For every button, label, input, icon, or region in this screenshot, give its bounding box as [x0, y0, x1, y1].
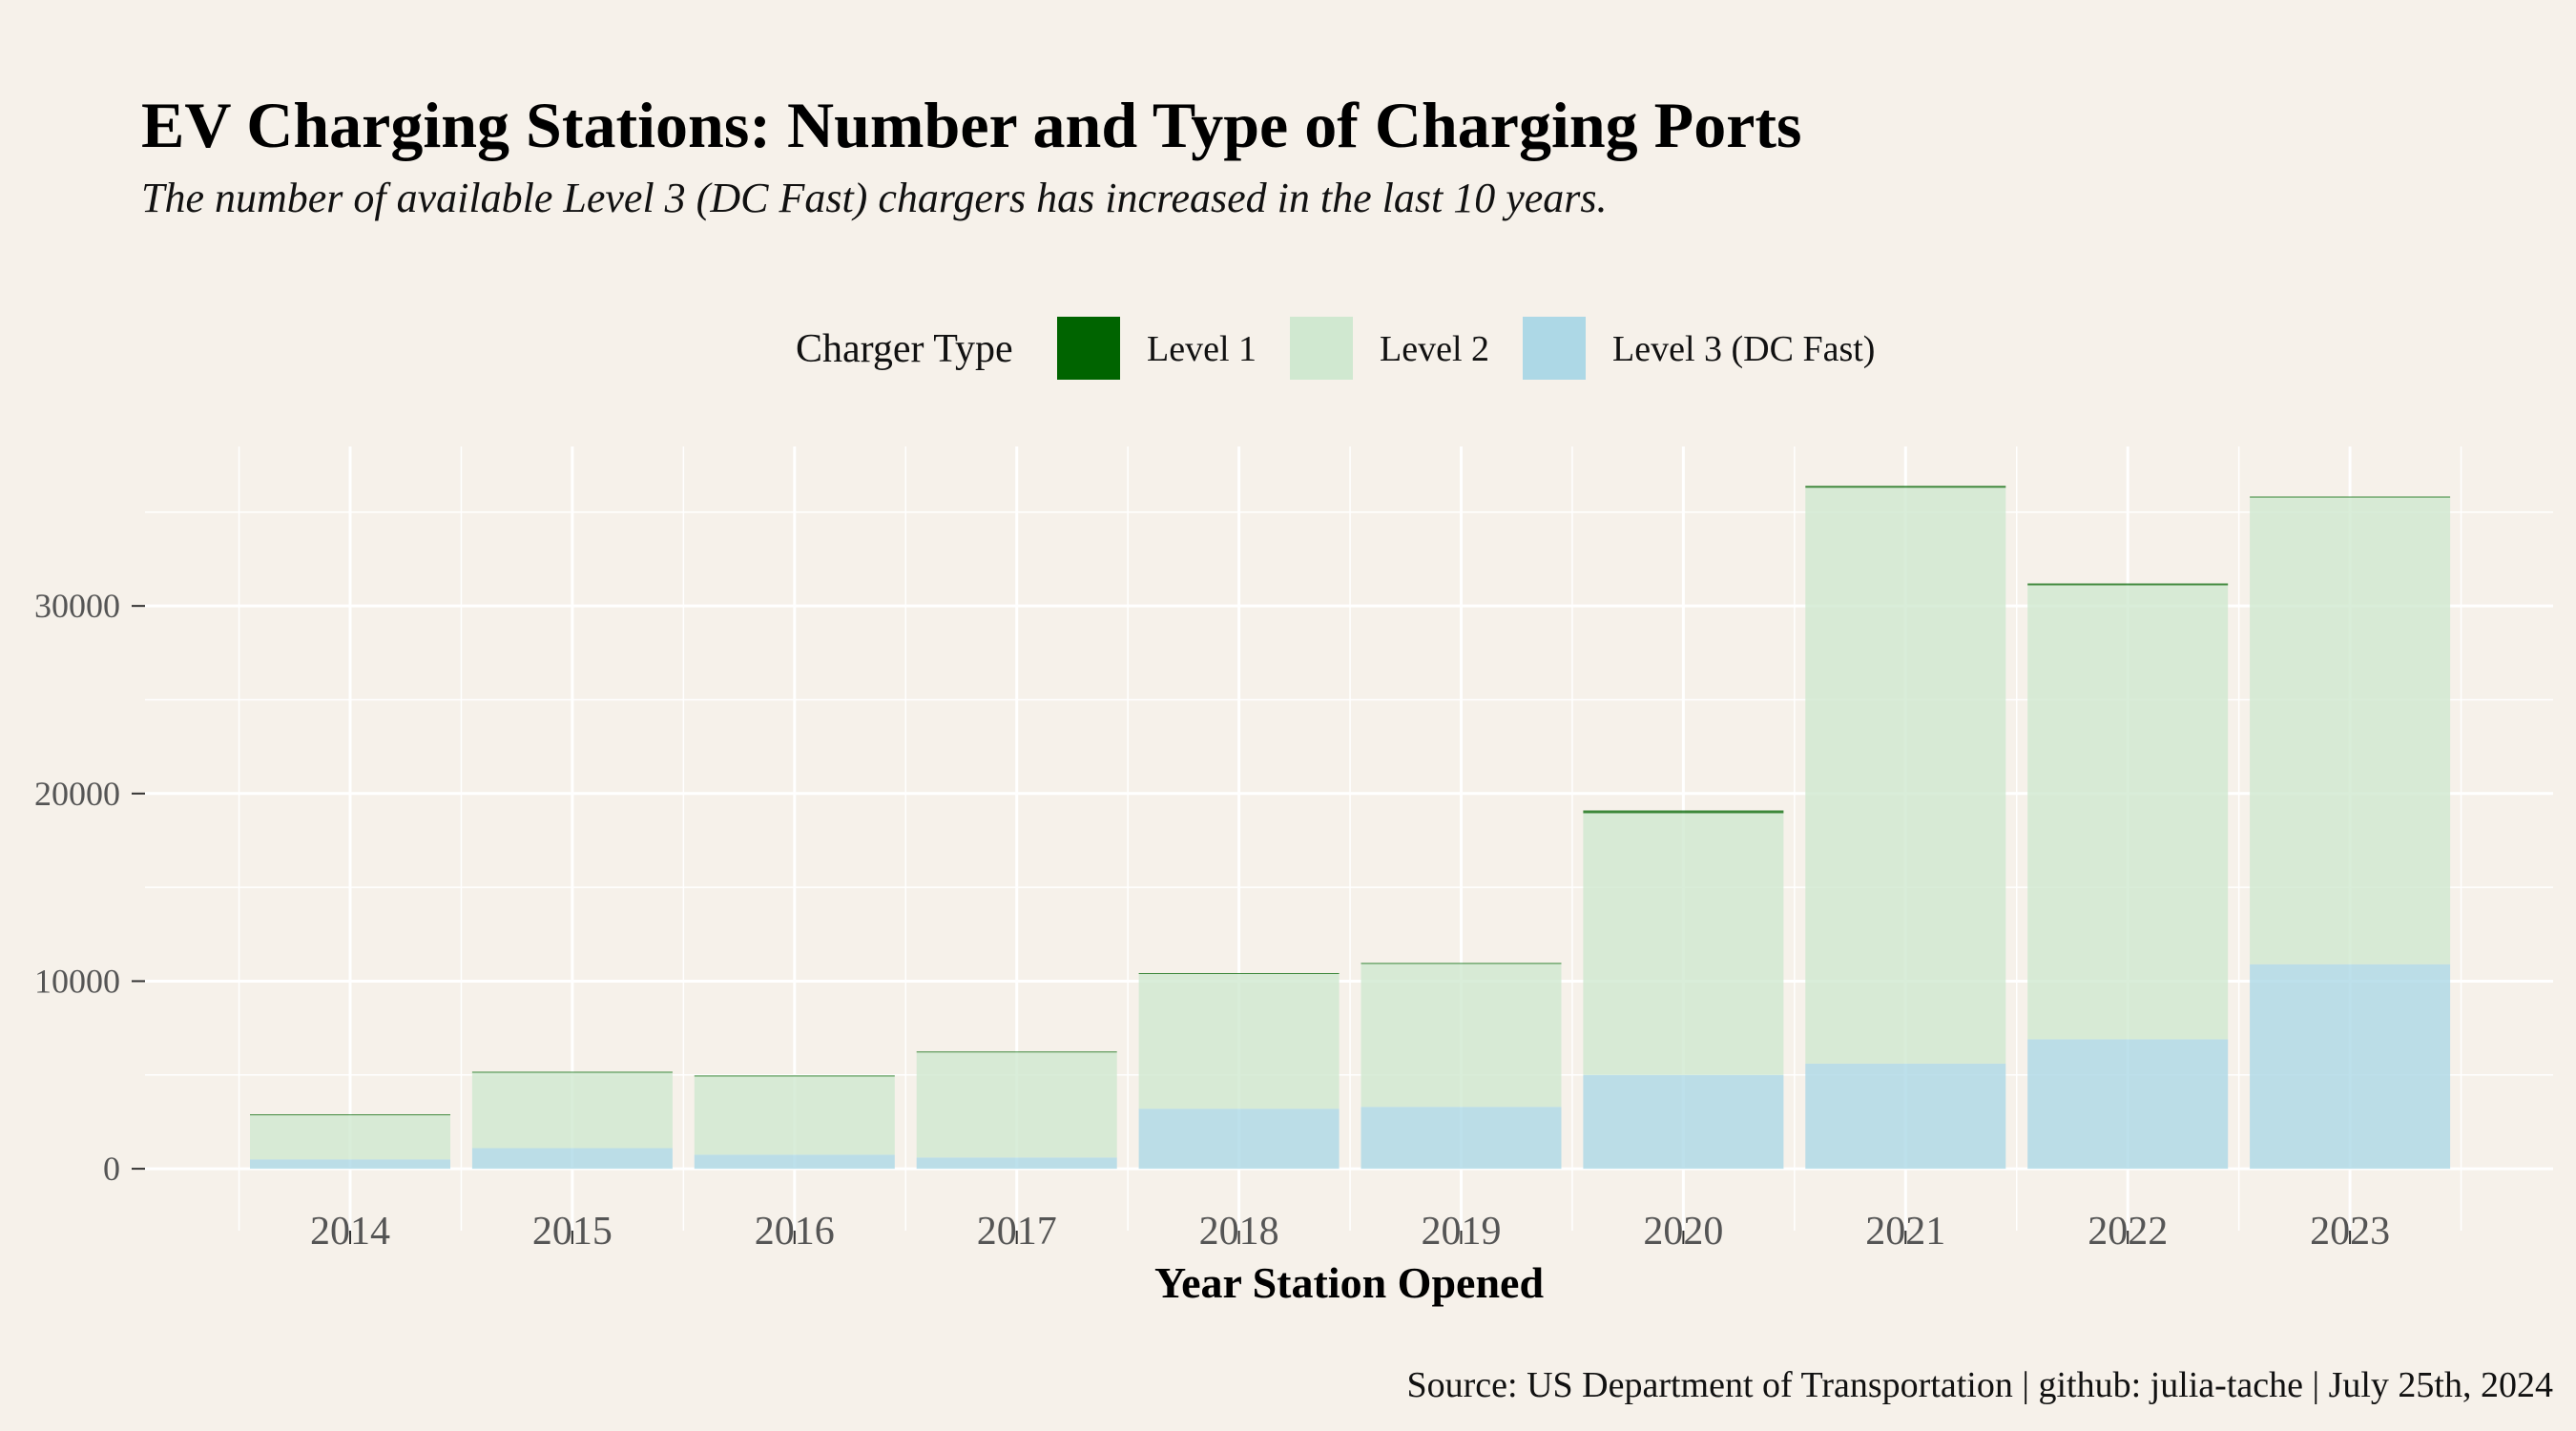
bar-level-2-2014	[250, 1115, 450, 1160]
bar-level-2-2017	[916, 1052, 1117, 1158]
x-axis-title: Year Station Opened	[1154, 1258, 1544, 1307]
chart-subtitle: The number of available Level 3 (DC Fast…	[141, 175, 1608, 221]
bar-level-3-dc-fast-2019	[1361, 1107, 1562, 1170]
x-tick-label: 2017	[977, 1210, 1057, 1254]
bar-level-2-2019	[1361, 963, 1562, 1108]
bar-level-3-dc-fast-2016	[694, 1154, 895, 1170]
bar-level-2-2018	[1138, 973, 1340, 1110]
bar-level-3-dc-fast-2017	[916, 1157, 1117, 1170]
bar-level-1-2022	[2027, 583, 2229, 586]
bar-level-2-2023	[2250, 497, 2451, 964]
legend-swatch-level-3	[1523, 317, 1586, 380]
x-tick-label: 2018	[1199, 1210, 1279, 1254]
legend-swatch-level-2	[1290, 317, 1353, 380]
bar-level-3-dc-fast-2020	[1583, 1074, 1784, 1170]
x-tick-label: 2016	[755, 1210, 835, 1254]
x-tick-label: 2015	[532, 1210, 613, 1254]
bar-level-3-dc-fast-2022	[2027, 1039, 2229, 1170]
x-tick-label: 2019	[1422, 1210, 1502, 1254]
legend-label-level-3: Level 3 (DC Fast)	[1612, 329, 1876, 369]
x-tick-label: 2023	[2310, 1210, 2390, 1254]
bar-level-1-2019	[1361, 963, 1562, 964]
bar-level-2-2016	[694, 1075, 895, 1155]
chart-title: EV Charging Stations: Number and Type of…	[141, 89, 1802, 161]
bar-level-2-2020	[1583, 813, 1784, 1075]
x-tick-label: 2020	[1643, 1210, 1723, 1254]
bar-level-2-2015	[471, 1071, 673, 1149]
bar-level-1-2015	[471, 1071, 673, 1073]
bar-level-2-2022	[2027, 585, 2229, 1040]
bar-level-3-dc-fast-2023	[2250, 964, 2451, 1170]
source-caption: Source: US Department of Transportation …	[1406, 1365, 2553, 1405]
bar-level-3-dc-fast-2014	[250, 1159, 450, 1170]
bar-level-1-2023	[2250, 496, 2451, 498]
bar-level-2-2021	[1805, 487, 2006, 1064]
bar-level-1-2018	[1138, 972, 1340, 974]
legend-label-level-1: Level 1	[1147, 329, 1257, 369]
bar-level-3-dc-fast-2021	[1805, 1063, 2006, 1170]
y-tick-label: 0	[103, 1150, 120, 1188]
bar-level-1-2016	[694, 1075, 895, 1077]
y-tick-label: 10000	[34, 962, 120, 1000]
bar-level-1-2017	[916, 1051, 1117, 1053]
legend-title: Charger Type	[796, 327, 1013, 371]
legend: Charger Type Level 1 Level 2 Level 3 (DC…	[0, 317, 2576, 384]
bar-level-3-dc-fast-2018	[1138, 1109, 1340, 1170]
bar-level-3-dc-fast-2015	[471, 1148, 673, 1170]
bar-level-1-2014	[250, 1114, 450, 1116]
bar-level-1-2021	[1805, 486, 2006, 488]
x-tick-label: 2014	[310, 1210, 390, 1254]
axis-layer: 0 10000 20000 30000 2014 2015 2016 2017 2018 2019…	[34, 587, 2390, 1254]
legend-label-level-2: Level 2	[1380, 329, 1490, 369]
y-tick-label: 30000	[34, 587, 120, 625]
legend-swatch-level-1	[1057, 317, 1120, 380]
y-tick-label: 20000	[34, 775, 120, 813]
x-tick-label: 2021	[1865, 1210, 1945, 1254]
bar-level-1-2020	[1583, 810, 1784, 814]
x-tick-label: 2022	[2088, 1210, 2168, 1254]
bar-layer	[250, 486, 2451, 1170]
